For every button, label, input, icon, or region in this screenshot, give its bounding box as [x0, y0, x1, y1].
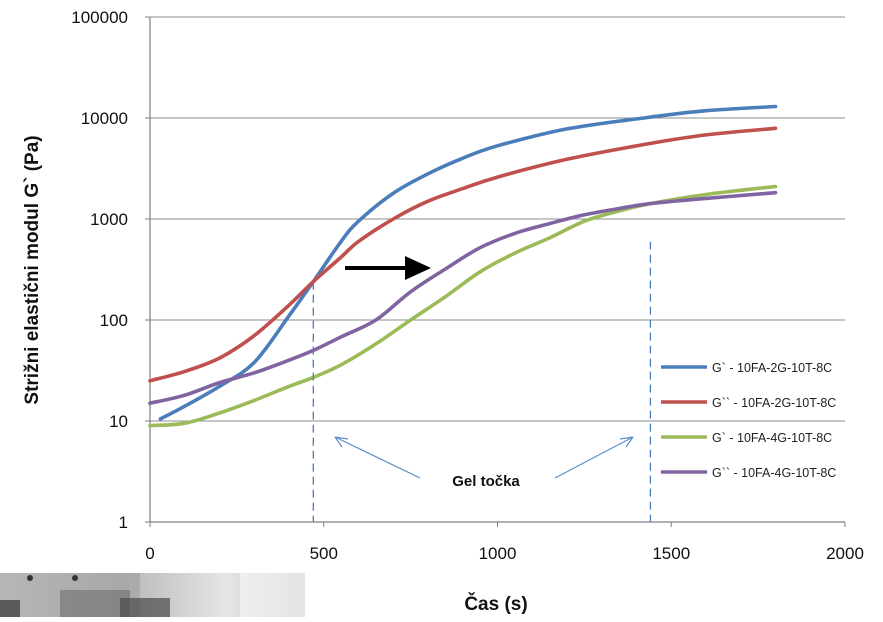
y-tick-label: 1000	[90, 210, 128, 229]
series-line-4	[148, 190, 778, 405]
gel-arrow-right-head	[619, 436, 634, 448]
x-tick-label: 500	[310, 544, 338, 563]
x-axis-label: Čas (s)	[464, 593, 527, 615]
shift-arrow-head	[405, 256, 431, 280]
gel-point-label: Gel točka	[452, 473, 520, 490]
x-tick-label: 1500	[652, 544, 690, 563]
x-tick-label: 2000	[826, 544, 864, 563]
x-tick-label: 1000	[479, 544, 517, 563]
legend-label-4: G`` - 10FA-4G-10T-8C	[712, 466, 836, 480]
y-tick-label: 100	[100, 311, 128, 330]
y-tick-label: 100000	[71, 8, 128, 27]
gel-arrow-left	[334, 436, 421, 479]
series-line-1	[158, 104, 778, 421]
axes: 1 10 100 1000 10000 100000 0 500 1000 1500 2000	[71, 8, 864, 563]
series-line-2	[148, 126, 778, 383]
legend: G` - 10FA-2G-10T-8C G`` - 10FA-2G-10T-8C G…	[661, 361, 836, 480]
legend-label-1: G` - 10FA-2G-10T-8C	[712, 361, 832, 375]
y-axis-label: Strižni elastični modul G` (Pa)	[22, 135, 43, 404]
x-tick-label: 0	[145, 544, 154, 563]
y-tick-label: 10000	[81, 109, 128, 128]
annotations: Gel točka	[312, 241, 652, 522]
legend-label-2: G`` - 10FA-2G-10T-8C	[712, 396, 836, 410]
series-line-3	[148, 184, 778, 428]
series-lines	[148, 104, 778, 428]
photo-fragment	[0, 573, 305, 617]
grid	[150, 16, 845, 422]
y-tick-label: 1	[119, 513, 128, 532]
gel-arrow-right	[554, 436, 634, 479]
y-tick-label: 10	[109, 412, 128, 431]
legend-label-3: G` - 10FA-4G-10T-8C	[712, 431, 832, 445]
gel-arrow-left-head	[334, 436, 349, 448]
